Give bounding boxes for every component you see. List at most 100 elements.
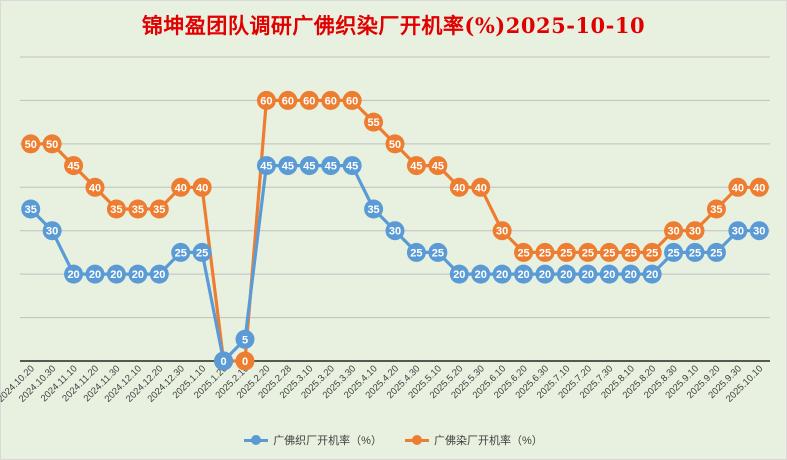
legend-item-dyeing[interactable]: 广佛染厂开机率（%） bbox=[405, 432, 543, 448]
data-label: 40 bbox=[196, 182, 208, 194]
data-point bbox=[578, 242, 598, 262]
data-point bbox=[685, 242, 705, 262]
data-point bbox=[256, 90, 276, 110]
data-point bbox=[299, 90, 319, 110]
data-label: 25 bbox=[625, 247, 637, 259]
data-label: 45 bbox=[282, 161, 294, 173]
data-label: 45 bbox=[260, 161, 272, 173]
data-label: 45 bbox=[303, 161, 315, 173]
data-label: 35 bbox=[153, 204, 165, 216]
data-point bbox=[621, 242, 641, 262]
data-label: 45 bbox=[410, 161, 422, 173]
data-label: 40 bbox=[175, 182, 187, 194]
data-point bbox=[171, 242, 191, 262]
data-label: 20 bbox=[67, 269, 79, 281]
data-label: 35 bbox=[132, 204, 144, 216]
data-point bbox=[728, 221, 748, 241]
data-label: 40 bbox=[753, 182, 765, 194]
data-label: 30 bbox=[389, 226, 401, 238]
data-label: 30 bbox=[667, 226, 679, 238]
data-point bbox=[214, 351, 234, 371]
data-point bbox=[21, 134, 41, 154]
data-label: 60 bbox=[260, 95, 272, 107]
data-label: 35 bbox=[710, 204, 722, 216]
data-point bbox=[578, 264, 598, 284]
data-point bbox=[321, 156, 341, 176]
data-label: 20 bbox=[153, 269, 165, 281]
data-point bbox=[364, 112, 384, 132]
data-label: 40 bbox=[732, 182, 744, 194]
data-point bbox=[385, 134, 405, 154]
data-point bbox=[385, 221, 405, 241]
legend-swatch-dyeing bbox=[405, 434, 430, 446]
data-point bbox=[428, 242, 448, 262]
data-point bbox=[235, 329, 255, 349]
data-label: 50 bbox=[46, 139, 58, 151]
legend-label-dyeing: 广佛染厂开机率（%） bbox=[434, 435, 543, 447]
data-point bbox=[556, 242, 576, 262]
data-label: 35 bbox=[367, 204, 379, 216]
data-point bbox=[428, 156, 448, 176]
data-label: 25 bbox=[175, 247, 187, 259]
data-point bbox=[706, 199, 726, 219]
data-point bbox=[235, 351, 255, 371]
data-label: 30 bbox=[496, 226, 508, 238]
data-point bbox=[342, 156, 362, 176]
data-point bbox=[21, 199, 41, 219]
data-point bbox=[149, 199, 169, 219]
data-point bbox=[42, 221, 62, 241]
data-point bbox=[471, 177, 491, 197]
legend-label-woven: 广佛织厂开机率（%） bbox=[273, 435, 382, 447]
data-label: 25 bbox=[410, 247, 422, 259]
data-label: 20 bbox=[646, 269, 658, 281]
data-point bbox=[449, 177, 469, 197]
data-label: 0 bbox=[242, 356, 248, 368]
data-point bbox=[364, 199, 384, 219]
data-label: 5 bbox=[242, 334, 248, 346]
legend-item-woven[interactable]: 广佛织厂开机率（%） bbox=[244, 432, 382, 448]
data-point bbox=[128, 199, 148, 219]
data-point bbox=[599, 242, 619, 262]
data-label: 20 bbox=[89, 269, 101, 281]
data-label: 60 bbox=[325, 95, 337, 107]
data-label: 40 bbox=[475, 182, 487, 194]
data-point bbox=[535, 264, 555, 284]
data-label: 20 bbox=[496, 269, 508, 281]
series-line bbox=[29, 164, 760, 363]
data-label: 25 bbox=[560, 247, 572, 259]
data-label: 20 bbox=[475, 269, 487, 281]
chart-title: 锦坤盈团队调研广佛织染厂开机率(%)2025-10-10 bbox=[141, 13, 646, 38]
data-point bbox=[556, 264, 576, 284]
data-point bbox=[728, 177, 748, 197]
data-point bbox=[514, 242, 534, 262]
data-point bbox=[278, 156, 298, 176]
data-label: 45 bbox=[346, 161, 358, 173]
data-point bbox=[85, 264, 105, 284]
data-point bbox=[749, 221, 769, 241]
data-point bbox=[599, 264, 619, 284]
data-point bbox=[706, 242, 726, 262]
data-point bbox=[64, 264, 84, 284]
data-point bbox=[192, 177, 212, 197]
data-label: 35 bbox=[110, 204, 122, 216]
data-point bbox=[106, 199, 126, 219]
data-point bbox=[621, 264, 641, 284]
data-point bbox=[492, 264, 512, 284]
data-label: 50 bbox=[25, 139, 37, 151]
data-point bbox=[492, 221, 512, 241]
data-point bbox=[749, 177, 769, 197]
data-point bbox=[192, 242, 212, 262]
data-point bbox=[514, 264, 534, 284]
data-point bbox=[342, 90, 362, 110]
data-point bbox=[64, 156, 84, 176]
data-label: 20 bbox=[132, 269, 144, 281]
data-label: 30 bbox=[46, 226, 58, 238]
data-label: 40 bbox=[89, 182, 101, 194]
data-point bbox=[642, 242, 662, 262]
data-label: 20 bbox=[603, 269, 615, 281]
data-point bbox=[85, 177, 105, 197]
data-label: 35 bbox=[25, 204, 37, 216]
data-point bbox=[149, 264, 169, 284]
data-label: 45 bbox=[432, 161, 444, 173]
